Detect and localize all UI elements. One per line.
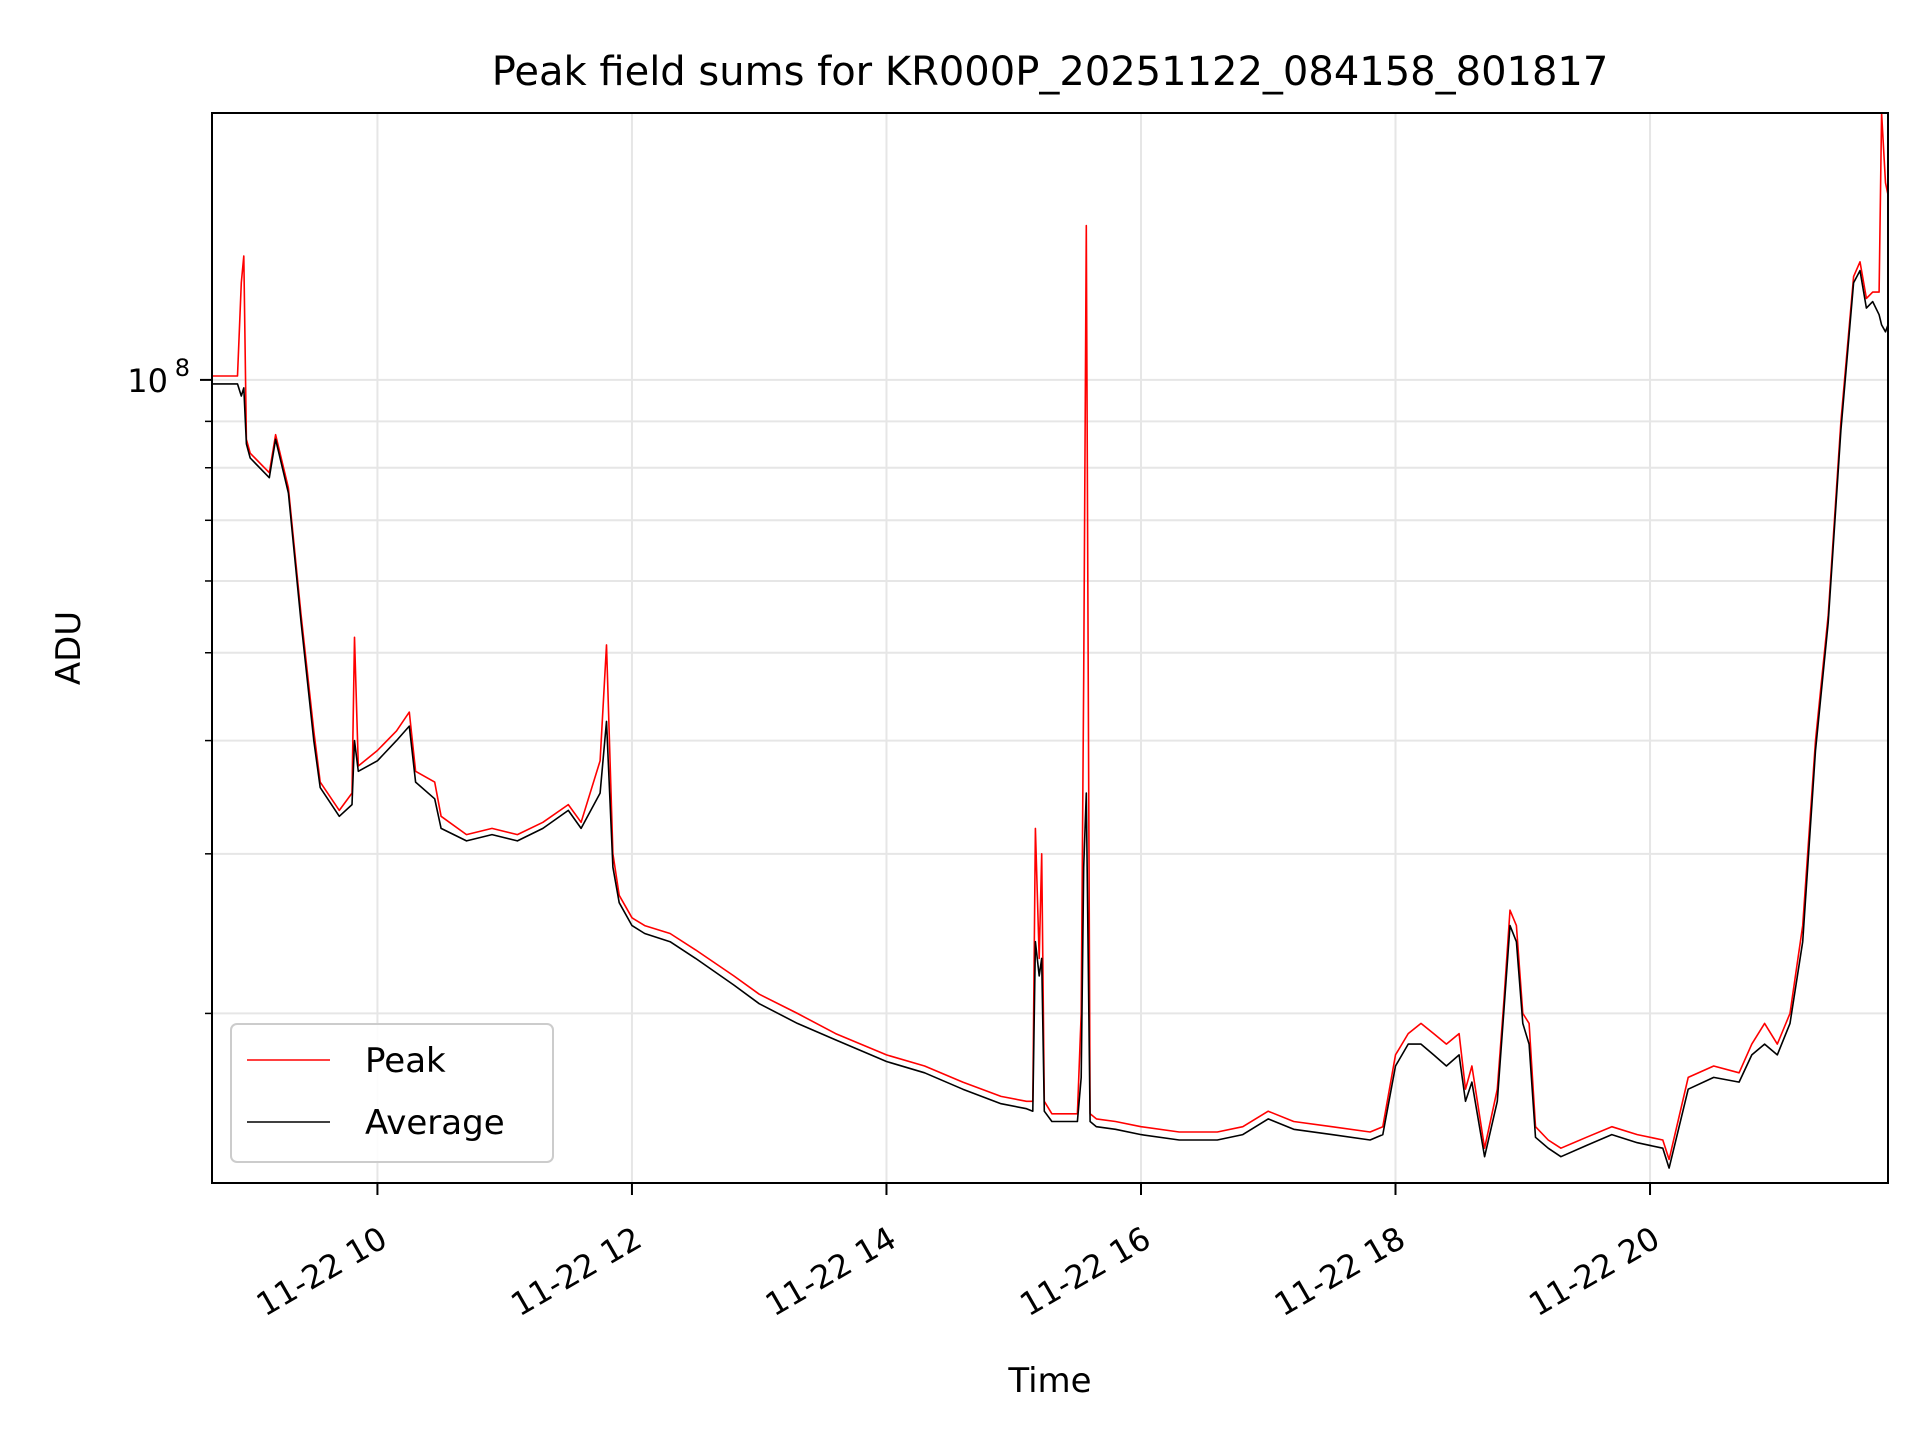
legend-label-peak: Peak	[365, 1041, 446, 1081]
legend-label-average: Average	[365, 1103, 505, 1143]
series-line-average	[212, 269, 1888, 1169]
x-axis-label: Time	[1007, 1361, 1091, 1401]
y-axis-label: ADU	[49, 611, 89, 685]
legend-box	[230, 1023, 554, 1163]
chart-title: Peak field sums for KR000P_20251122_0841…	[492, 49, 1609, 95]
series-layer	[212, 113, 1888, 1169]
legend: Peak Average	[230, 1023, 554, 1163]
y-tick-label-exp-0: 8	[175, 354, 190, 382]
series-line-peak	[212, 113, 1888, 1161]
y-tick-label-0: 10	[127, 362, 168, 400]
plot-frame	[211, 112, 1889, 1184]
grid	[212, 113, 1888, 1183]
